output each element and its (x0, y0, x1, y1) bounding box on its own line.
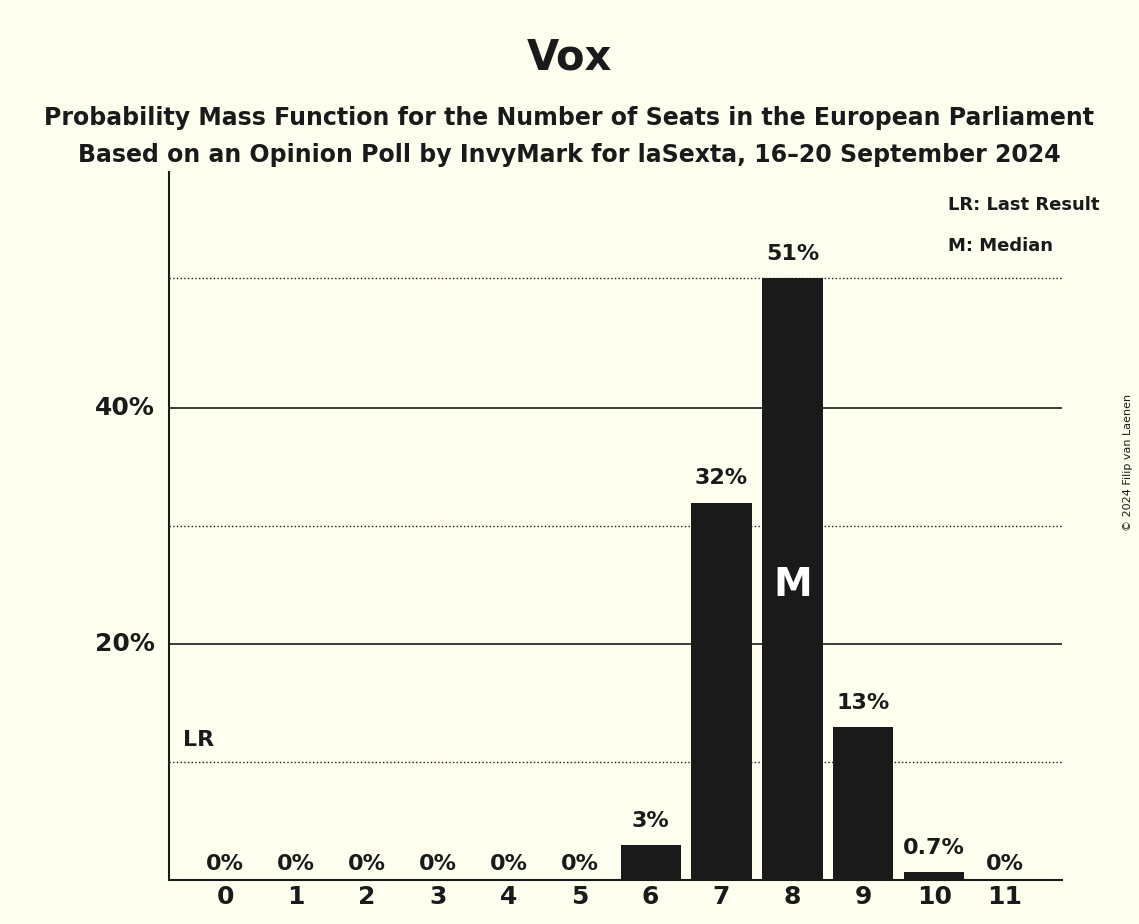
Text: © 2024 Filip van Laenen: © 2024 Filip van Laenen (1123, 394, 1133, 530)
Text: 0%: 0% (206, 855, 245, 874)
Text: 0%: 0% (349, 855, 386, 874)
Text: 0%: 0% (490, 855, 527, 874)
Bar (904, 872, 965, 881)
Text: 40%: 40% (95, 396, 155, 420)
Bar (691, 503, 752, 881)
Text: 0.7%: 0.7% (903, 838, 965, 857)
Text: 0%: 0% (986, 855, 1024, 874)
Text: M: Median: M: Median (949, 237, 1054, 255)
Text: 51%: 51% (765, 244, 819, 264)
Text: LR: LR (182, 730, 214, 750)
Text: 0%: 0% (419, 855, 457, 874)
Text: Vox: Vox (527, 37, 612, 79)
Bar (834, 727, 893, 881)
Text: M: M (773, 566, 812, 604)
Bar (621, 845, 681, 881)
Text: 13%: 13% (837, 693, 890, 712)
Text: LR: Last Result: LR: Last Result (949, 196, 1100, 213)
Text: Based on an Opinion Poll by InvyMark for laSexta, 16–20 September 2024: Based on an Opinion Poll by InvyMark for… (79, 143, 1060, 167)
Text: 3%: 3% (632, 810, 670, 831)
Text: 0%: 0% (277, 855, 316, 874)
Bar (762, 278, 822, 881)
Text: 20%: 20% (95, 632, 155, 656)
Text: 0%: 0% (560, 855, 599, 874)
Text: 32%: 32% (695, 468, 748, 489)
Text: Probability Mass Function for the Number of Seats in the European Parliament: Probability Mass Function for the Number… (44, 106, 1095, 130)
